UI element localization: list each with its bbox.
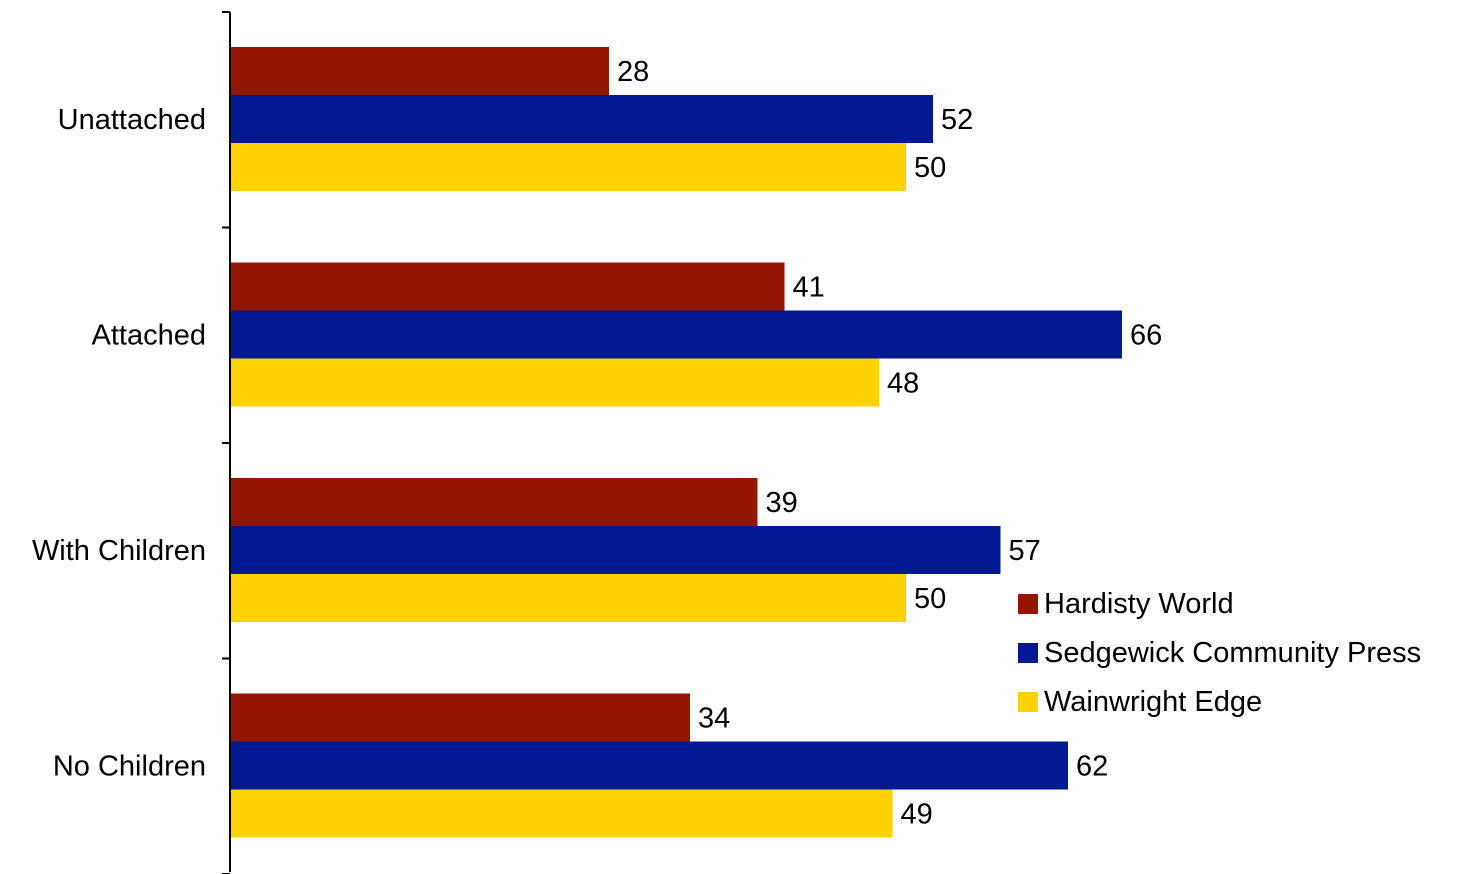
bar-hardisty-world-unattached: [231, 47, 609, 95]
bar-hardisty-world-no-children: [231, 693, 690, 742]
data-label-wainwright-edge-unattached: 50: [914, 152, 946, 184]
data-label-wainwright-edge-attached: 48: [887, 368, 919, 400]
data-label-hardisty-world-unattached: 28: [617, 56, 649, 88]
bar-sedgewick-community-press-unattached: [231, 95, 933, 143]
legend-swatch-hardisty-world: [1018, 594, 1038, 614]
bars-layer: [231, 47, 1122, 838]
bar-hardisty-world-attached: [231, 262, 785, 311]
legend-swatch-sedgewick-community-press: [1018, 643, 1038, 663]
data-label-hardisty-world-with-children: 39: [766, 487, 798, 519]
data-label-hardisty-world-attached: 41: [793, 272, 825, 304]
labels-layer: Unattached 28 52 50 Attached 41 66 48 With Child…: [32, 56, 1162, 831]
bar-wainwright-edge-attached: [231, 358, 879, 407]
bar-sedgewick-community-press-with-children: [231, 526, 1001, 574]
bar-sedgewick-community-press-attached: [231, 310, 1122, 359]
bar-wainwright-edge-no-children: [231, 789, 893, 838]
data-label-sedgewick-community-press-with-children: 57: [1009, 535, 1041, 567]
data-label-sedgewick-community-press-no-children: 62: [1076, 751, 1108, 783]
category-label-unattached: Unattached: [58, 104, 206, 136]
legend-swatch-wainwright-edge: [1018, 692, 1038, 712]
category-label-with-children: With Children: [32, 535, 206, 567]
data-label-hardisty-world-no-children: 34: [698, 703, 730, 735]
legend: Hardisty World Sedgewick Community Press W…: [1018, 588, 1421, 718]
category-label-no-children: No Children: [53, 751, 206, 783]
legend-label-sedgewick-community-press: Sedgewick Community Press: [1044, 637, 1421, 669]
category-label-attached: Attached: [92, 320, 206, 352]
bar-sedgewick-community-press-no-children: [231, 741, 1068, 790]
data-label-wainwright-edge-no-children: 49: [901, 799, 933, 831]
legend-label-wainwright-edge: Wainwright Edge: [1044, 686, 1262, 718]
data-label-wainwright-edge-with-children: 50: [914, 583, 946, 615]
bar-hardisty-world-with-children: [231, 478, 758, 526]
legend-label-hardisty-world: Hardisty World: [1044, 588, 1234, 620]
bar-wainwright-edge-unattached: [231, 143, 906, 191]
data-label-sedgewick-community-press-unattached: 52: [941, 104, 973, 136]
axis-layer: [222, 11, 231, 874]
data-label-sedgewick-community-press-attached: 66: [1130, 320, 1162, 352]
bar-wainwright-edge-with-children: [231, 574, 906, 622]
